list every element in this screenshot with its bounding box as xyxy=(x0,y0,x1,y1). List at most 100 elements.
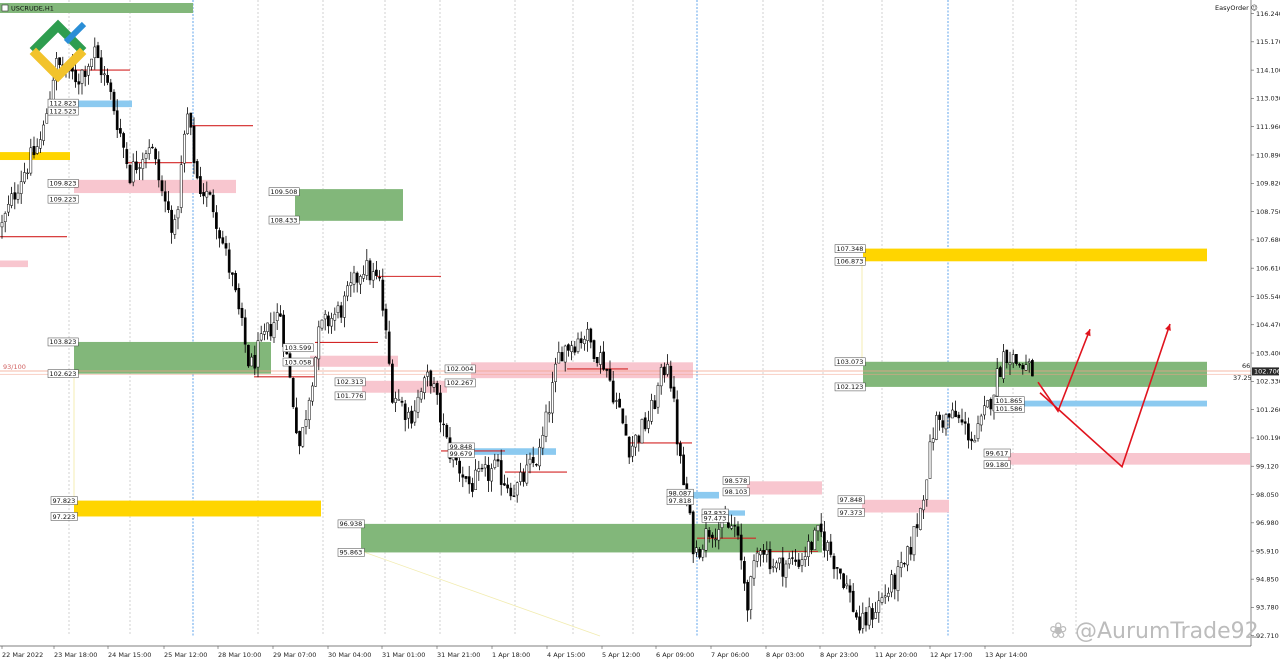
candle-bull xyxy=(659,367,663,387)
candle-bear xyxy=(618,398,621,408)
price-label: 102.267 xyxy=(447,379,474,387)
candle-bull xyxy=(343,295,346,318)
brand-logo xyxy=(29,19,87,83)
price-label: 109.223 xyxy=(50,195,77,203)
candle-bear xyxy=(989,399,993,410)
candle-bear xyxy=(848,585,852,593)
candle-bull xyxy=(912,526,916,556)
candle-bear xyxy=(32,146,36,156)
candle-bear xyxy=(160,180,164,192)
price-label: 106.873 xyxy=(837,258,864,266)
candle-bear xyxy=(531,457,535,463)
candle-bull xyxy=(333,313,337,321)
candle-bear xyxy=(253,354,257,369)
candle-bear xyxy=(1018,363,1021,366)
zone-rect xyxy=(0,152,70,161)
price-label: 97.818 xyxy=(669,497,692,505)
candle-bear xyxy=(231,272,234,275)
y-tick-label: 101.260 xyxy=(1256,406,1280,414)
candle-bull xyxy=(423,377,426,393)
candle-bear xyxy=(429,370,433,387)
candle-bull xyxy=(205,191,209,198)
candle-bear xyxy=(672,386,676,399)
candle-bull xyxy=(483,464,487,469)
price-label-box xyxy=(337,519,365,529)
candle-bull xyxy=(432,383,436,388)
candle-bear xyxy=(711,534,714,538)
candle-bull xyxy=(906,546,909,566)
candle-bull xyxy=(717,529,721,541)
candle-bear xyxy=(445,424,449,438)
price-label: 102.004 xyxy=(447,365,474,373)
price-label-box xyxy=(50,512,78,521)
candle-bear xyxy=(243,317,247,345)
x-tick-label: 6 Apr 09:00 xyxy=(656,651,694,659)
current-price-tag xyxy=(1252,367,1279,376)
candle-bear xyxy=(909,547,913,555)
candle-bear xyxy=(608,368,612,381)
candle-bear xyxy=(999,367,1002,377)
candle-bear xyxy=(781,557,785,577)
candle-bull xyxy=(323,313,327,320)
candle-bull xyxy=(919,508,922,530)
candle-bull xyxy=(877,600,881,613)
candle-bear xyxy=(835,567,839,569)
candle-bear xyxy=(637,435,641,443)
candle-bull xyxy=(922,499,925,511)
price-label-box xyxy=(268,215,300,225)
price-label: 112.823 xyxy=(50,99,77,107)
y-tick-label: 114.100 xyxy=(1256,66,1280,74)
y-tick-label: 111.960 xyxy=(1256,123,1280,131)
y-tick-label: 106.610 xyxy=(1256,264,1280,272)
candle-bear xyxy=(167,201,170,211)
easyorder-label[interactable]: EasyOrder ☺ xyxy=(1215,4,1258,12)
candle-bear xyxy=(439,392,442,423)
candle-bear xyxy=(282,314,285,348)
watermark-handle: @AurumTrade92 xyxy=(1075,619,1259,644)
candle-bull xyxy=(599,352,602,365)
candle-bear xyxy=(851,590,855,612)
candle-bear xyxy=(627,436,631,458)
price-label: 103.599 xyxy=(285,344,312,352)
candle-bear xyxy=(298,430,301,447)
candle-bull xyxy=(714,538,717,541)
candle-bull xyxy=(730,525,733,529)
candle-bear xyxy=(643,417,647,430)
candle-bear xyxy=(691,511,695,555)
candle-bull xyxy=(362,274,365,279)
candle-bear xyxy=(125,149,129,165)
forecast-arrowhead xyxy=(1084,329,1091,337)
zone-rect xyxy=(74,179,236,194)
candle-bear xyxy=(621,408,625,424)
y-tick-label: 94.850 xyxy=(1256,575,1279,583)
candlesticks xyxy=(0,37,1034,634)
candle-bear xyxy=(247,344,250,367)
candle-bull xyxy=(784,563,788,578)
candle-bear xyxy=(915,524,919,529)
candle-bull xyxy=(394,398,397,403)
candle-bull xyxy=(666,364,669,375)
candle-bear xyxy=(864,611,868,626)
candle-bear xyxy=(871,608,874,620)
candle-bull xyxy=(701,549,705,558)
candle-bull xyxy=(317,326,321,360)
candle-bull xyxy=(320,319,324,329)
candle-bull xyxy=(311,385,314,402)
candle-bull xyxy=(816,524,820,532)
candle-bull xyxy=(983,405,986,416)
x-tick-label: 31 Mar 21:00 xyxy=(437,651,480,659)
candle-bull xyxy=(800,559,804,566)
candle-bear xyxy=(602,351,605,370)
symbol-label: USCRUDE,H1 xyxy=(11,5,54,13)
candle-bear xyxy=(855,612,858,618)
candle-bear xyxy=(435,383,439,395)
x-tick-label: 23 Mar 18:00 xyxy=(54,651,97,659)
price-label-box xyxy=(834,257,866,266)
price-label-box xyxy=(834,382,866,392)
x-tick-label: 4 Apr 15:00 xyxy=(547,651,585,659)
price-label: 97.832 xyxy=(704,509,727,517)
price-label-box xyxy=(722,476,750,485)
price-label-box xyxy=(666,496,694,505)
